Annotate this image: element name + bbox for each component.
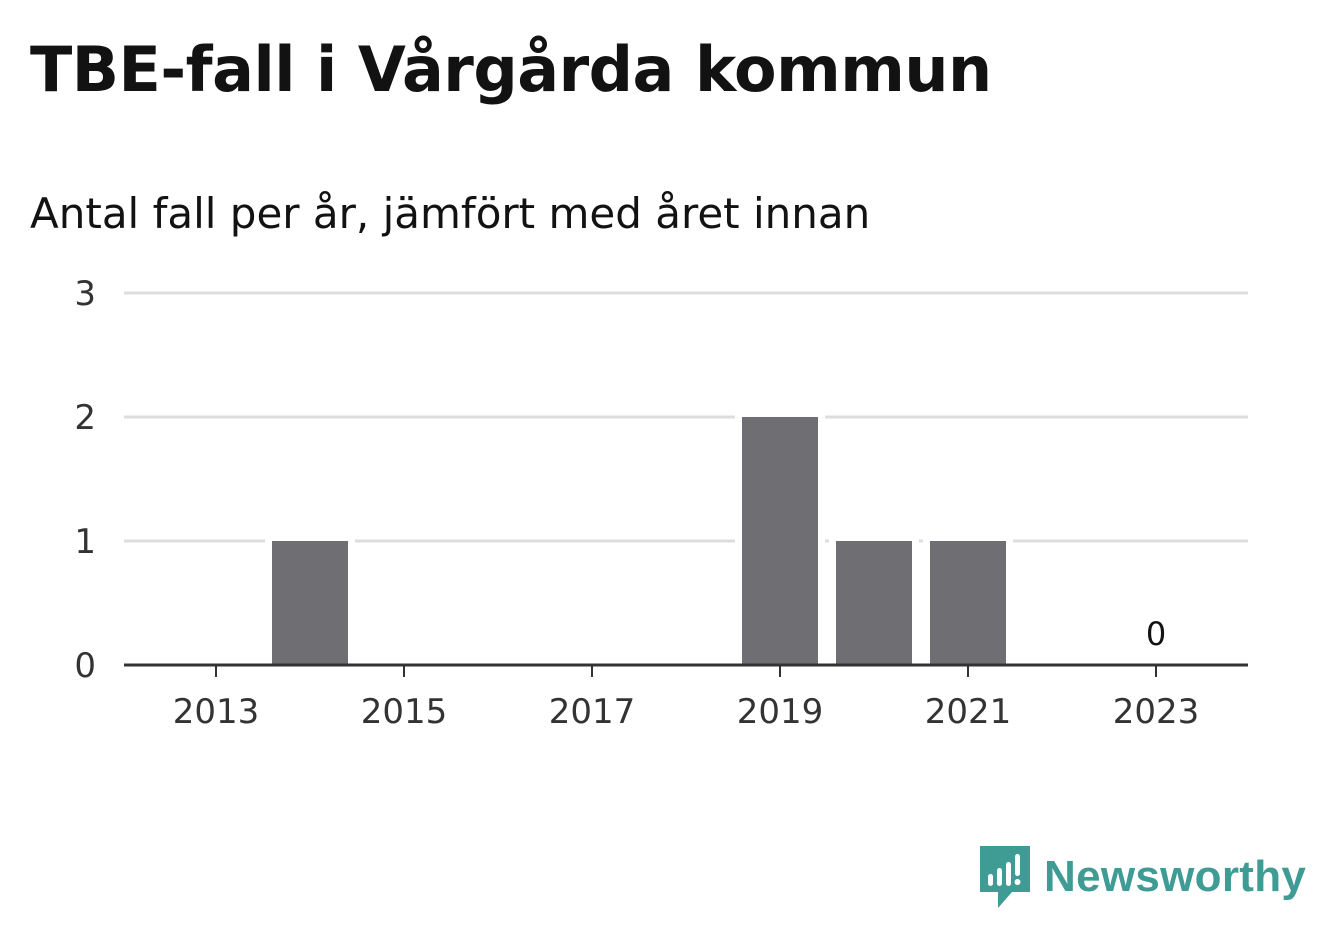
x-tick-label: 2023 <box>1113 692 1200 732</box>
x-tick-label: 2021 <box>925 692 1012 732</box>
bar <box>742 417 818 665</box>
x-tick-label: 2019 <box>737 692 824 732</box>
bar <box>272 541 348 665</box>
x-tick-label: 2017 <box>549 692 636 732</box>
newsworthy-logo: Newsworthy <box>980 846 1306 908</box>
brand-name: Newsworthy <box>1044 852 1307 901</box>
newsworthy-bar-chart-icon <box>980 846 1030 908</box>
x-tick-label: 2015 <box>361 692 448 732</box>
bar <box>930 541 1006 665</box>
logo-bubble <box>980 846 1030 908</box>
data-label: 0 <box>1146 615 1166 653</box>
chart-subtitle: Antal fall per år, jämfört med året inna… <box>30 189 871 238</box>
y-tick-label: 0 <box>74 646 96 686</box>
bar <box>836 541 912 665</box>
x-tick-label: 2013 <box>173 692 260 732</box>
y-tick-label: 1 <box>74 522 96 562</box>
y-tick-label: 3 <box>74 274 96 314</box>
y-tick-label: 2 <box>74 398 96 438</box>
chart-title: TBE-fall i Vårgårda kommun <box>30 33 992 106</box>
bar-chart: 0 1 2 3 2013 2015 2017 2019 2021 2023 0 <box>74 274 1248 732</box>
